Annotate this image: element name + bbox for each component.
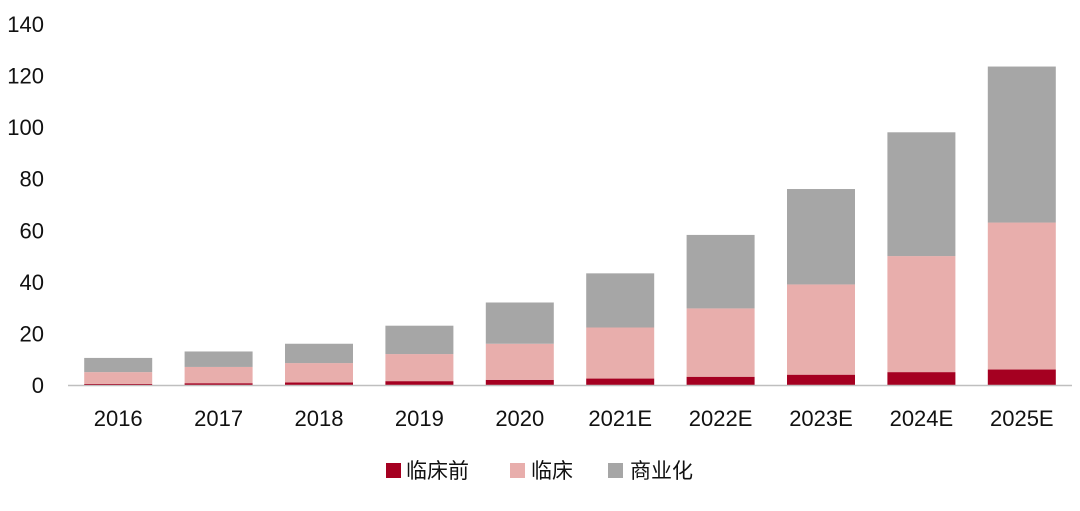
bar-segment-commercial <box>586 273 655 328</box>
x-tick-label: 2017 <box>194 406 243 431</box>
bar-segment-clinical <box>285 363 353 383</box>
x-tick-label: 2022E <box>689 406 753 431</box>
legend-label: 商业化 <box>630 460 693 483</box>
bar-stack-2018 <box>285 343 353 385</box>
bar-stack-2021E <box>586 273 655 385</box>
bar-segment-clinical <box>987 222 1056 370</box>
bar-stack-2017 <box>184 351 253 385</box>
bar-segment-clinical <box>787 284 855 375</box>
legend-swatch <box>386 463 401 478</box>
bar-segment-clinical <box>385 354 454 382</box>
bar-segment-preclinical <box>586 378 655 385</box>
legend-label: 临床前 <box>406 460 469 483</box>
bar-segment-clinical <box>184 366 253 384</box>
y-tick-label: 120 <box>7 64 44 89</box>
x-tick-label: 2023E <box>789 406 853 431</box>
legend-item-clinical: 临床 <box>510 460 573 483</box>
bar-stack-2022E <box>686 234 755 385</box>
legend-item-preclinical: 临床前 <box>386 460 469 483</box>
bar-segment-commercial <box>887 132 956 257</box>
bar-stack-2019 <box>385 325 454 385</box>
x-tick-label: 2019 <box>395 406 444 431</box>
bar-segment-clinical <box>485 343 554 380</box>
bar-segment-commercial <box>285 343 353 364</box>
x-tick-label: 2024E <box>890 406 954 431</box>
bar-segment-preclinical <box>686 376 755 385</box>
bar-segment-commercial <box>686 234 755 309</box>
y-tick-label: 0 <box>32 373 44 398</box>
bar-stack-2020 <box>485 302 554 385</box>
bar-stack-2023E <box>787 189 855 385</box>
bar-segment-preclinical <box>787 374 855 385</box>
bar-segment-clinical <box>586 327 655 379</box>
bar-segment-preclinical <box>84 383 153 385</box>
y-tick-label: 100 <box>7 115 44 140</box>
legend-label: 临床 <box>531 460 573 483</box>
legend-item-commercial: 商业化 <box>608 460 693 483</box>
y-axis: 0 20 40 60 80 100 120 140 <box>7 12 44 398</box>
y-tick-label: 40 <box>20 270 44 295</box>
bar-segment-preclinical <box>485 379 554 385</box>
x-tick-label: 2018 <box>295 406 344 431</box>
bar-segment-commercial <box>184 351 253 367</box>
bar-segment-clinical <box>84 372 153 384</box>
bar-segment-commercial <box>84 357 153 373</box>
y-tick-label: 20 <box>20 321 44 346</box>
legend: 临床前 临床 商业化 <box>386 460 693 483</box>
bar-segment-commercial <box>485 302 554 344</box>
bar-segment-commercial <box>987 66 1056 223</box>
bars-layer <box>84 66 1056 385</box>
bar-segment-commercial <box>787 189 855 285</box>
y-tick-label: 60 <box>20 218 44 243</box>
x-tick-label: 2025E <box>990 406 1054 431</box>
bar-stack-2016 <box>84 357 153 385</box>
x-tick-label: 2020 <box>495 406 544 431</box>
legend-swatch <box>510 463 525 478</box>
bar-segment-preclinical <box>887 372 956 385</box>
bar-stack-2024E <box>887 132 956 385</box>
bar-segment-preclinical <box>285 382 353 385</box>
x-axis: 2016 2017 2018 2019 2020 2021E 2022E 2023E 2024E… <box>94 406 1054 431</box>
y-tick-label: 140 <box>7 12 44 37</box>
bar-segment-clinical <box>686 308 755 377</box>
x-tick-label: 2021E <box>588 406 652 431</box>
x-tick-label: 2016 <box>94 406 143 431</box>
bar-segment-preclinical <box>987 369 1056 385</box>
bar-stack-2025E <box>987 66 1056 385</box>
bar-segment-clinical <box>887 256 956 373</box>
y-tick-label: 80 <box>20 167 44 192</box>
bar-segment-preclinical <box>184 383 253 385</box>
bar-segment-preclinical <box>385 381 454 385</box>
legend-swatch <box>608 463 623 478</box>
bar-segment-commercial <box>385 325 454 355</box>
